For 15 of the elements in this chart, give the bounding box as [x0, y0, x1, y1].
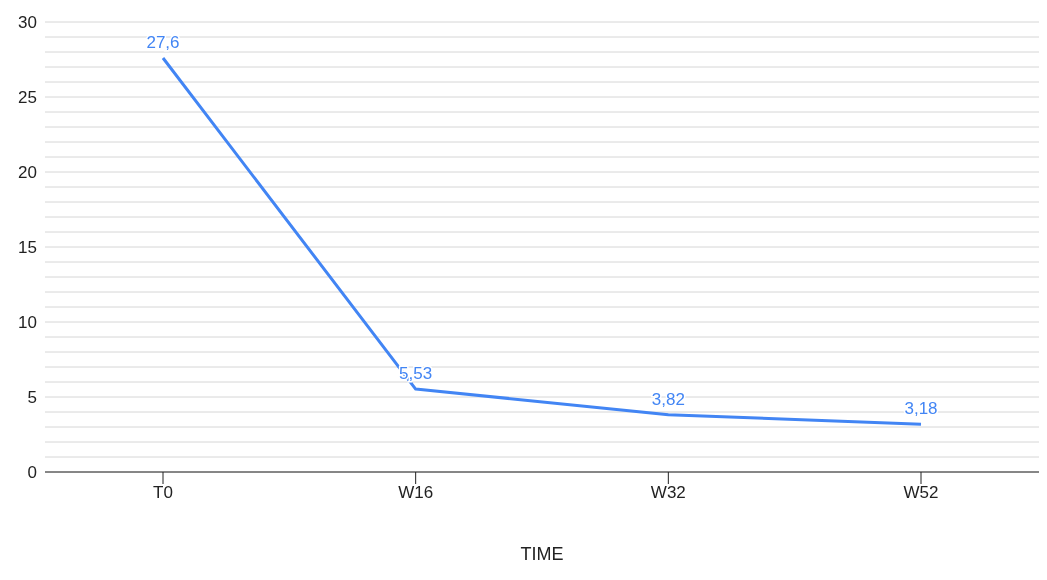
x-axis-title: TIME — [520, 544, 564, 564]
y-tick-label: 10 — [18, 313, 37, 333]
y-tick-label: 25 — [18, 88, 37, 108]
data-label: 27,6 — [146, 33, 180, 52]
data-label: 3,82 — [651, 389, 685, 409]
y-tick-label: 15 — [18, 238, 37, 258]
y-tick-label: 5 — [27, 388, 37, 408]
x-tick-label: W32 — [650, 483, 686, 503]
y-tick-label: 20 — [18, 163, 37, 183]
data-label: 3,18 — [904, 399, 938, 419]
x-tick-label: W52 — [903, 483, 939, 503]
x-tick-label: T0 — [153, 483, 173, 503]
y-tick-label: 0 — [27, 463, 37, 483]
x-tick-label: W16 — [398, 483, 434, 503]
y-tick-label: 30 — [18, 13, 37, 33]
